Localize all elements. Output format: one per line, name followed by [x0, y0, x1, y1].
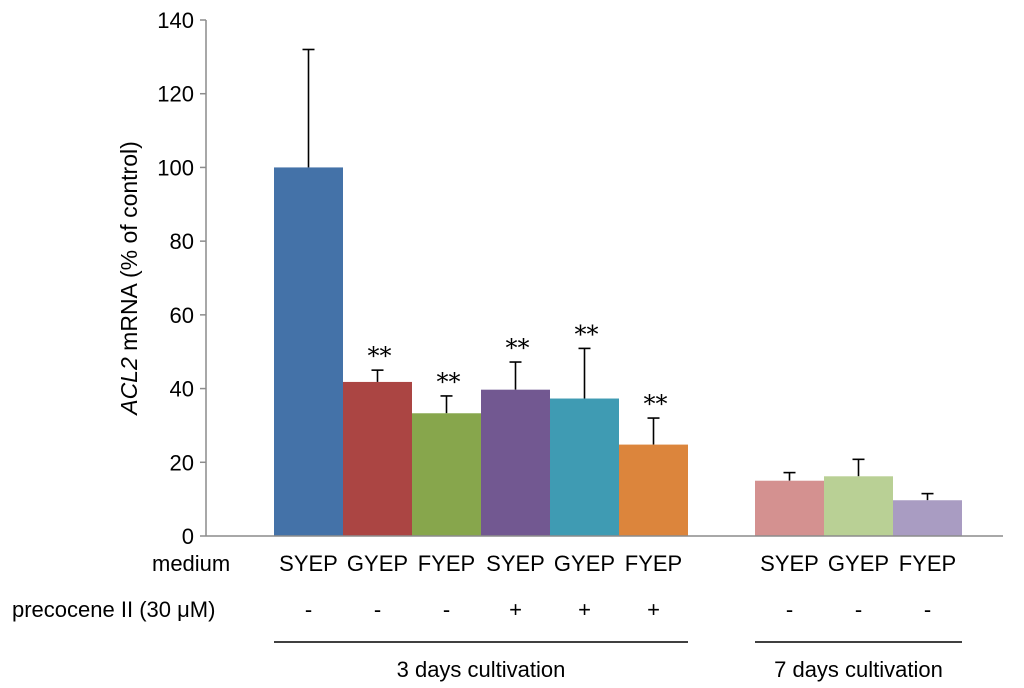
y-tick-label: 100	[157, 155, 194, 180]
precocene-label: -	[443, 597, 450, 622]
group-labels: 3 days cultivation 7 days cultivation	[274, 641, 962, 682]
significance-label: **	[575, 320, 599, 348]
row-label-precocene: precocene II (30 μM)	[12, 597, 215, 622]
y-axis-label-rest: mRNA (% of control)	[116, 141, 142, 357]
precocene-label: +	[647, 597, 660, 622]
medium-label: FYEP	[625, 551, 682, 576]
medium-label: GYEP	[347, 551, 408, 576]
precocene-label: +	[578, 597, 591, 622]
medium-label: GYEP	[554, 551, 615, 576]
significance-label: **	[506, 334, 530, 362]
y-tick-label: 40	[170, 377, 194, 402]
medium-label: SYEP	[486, 551, 545, 576]
bar	[893, 500, 962, 536]
axes-layer	[205, 20, 1003, 537]
bar	[343, 381, 412, 536]
bar	[824, 476, 893, 536]
significance-label: **	[644, 390, 668, 418]
bar	[755, 480, 824, 536]
y-tick-label: 80	[170, 229, 194, 254]
category-labels: SYEP - GYEP - FYEP - SYEP + GYEP + FYEP + SYEP - GYEP -…	[279, 551, 956, 622]
medium-label: SYEP	[279, 551, 338, 576]
y-tick-label: 120	[157, 82, 194, 107]
y-tick-label: 140	[157, 8, 194, 33]
bar	[550, 398, 619, 536]
precocene-label: -	[374, 597, 381, 622]
medium-label: GYEP	[828, 551, 889, 576]
group-label: 3 days cultivation	[397, 657, 566, 682]
y-axis-label-gene: ACL2	[116, 357, 142, 417]
bar	[481, 389, 550, 536]
medium-label: FYEP	[899, 551, 956, 576]
group-label: 7 days cultivation	[774, 657, 943, 682]
significance-label: **	[368, 342, 392, 370]
bar	[619, 444, 688, 536]
medium-label: FYEP	[418, 551, 475, 576]
row-label-medium: medium	[152, 551, 230, 576]
precocene-label: -	[855, 597, 862, 622]
bar	[274, 167, 343, 536]
precocene-label: -	[924, 597, 931, 622]
precocene-label: -	[305, 597, 312, 622]
y-ticks: 0 20 40 60 80 100 120 140	[157, 8, 206, 549]
bars-layer: ** ** ** ** **	[274, 48, 962, 536]
medium-label: SYEP	[760, 551, 819, 576]
y-axis-label: ACL2 mRNA (% of control)	[116, 141, 142, 417]
y-tick-label: 0	[182, 524, 194, 549]
y-tick-label: 20	[170, 450, 194, 475]
precocene-label: +	[509, 597, 522, 622]
precocene-label: -	[786, 597, 793, 622]
y-tick-label: 60	[170, 303, 194, 328]
bar	[412, 413, 481, 536]
significance-label: **	[437, 368, 461, 396]
